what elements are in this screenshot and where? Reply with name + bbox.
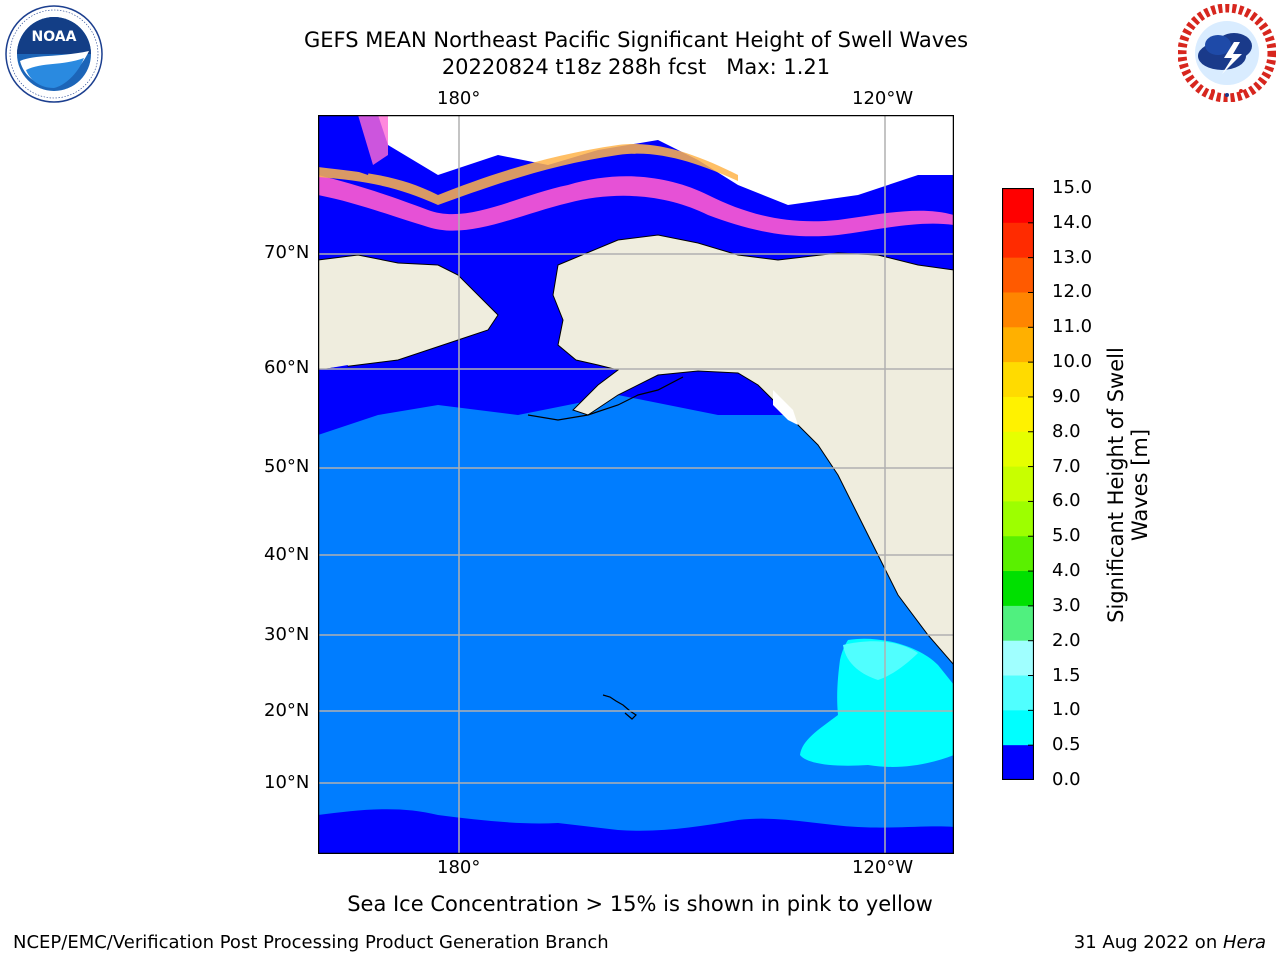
footer-date: 31 Aug 2022 on Hera xyxy=(1074,932,1266,954)
sea-ice-caption: Sea Ice Concentration > 15% is shown in … xyxy=(347,892,933,916)
land-north-america xyxy=(552,234,955,667)
swell-patch-1.0-1.5m xyxy=(800,638,954,767)
colorbar-segment xyxy=(1002,396,1034,433)
colorbar-segment xyxy=(1002,640,1034,677)
colorbar-tick-label: 2.0 xyxy=(1052,629,1081,651)
map-panel xyxy=(317,114,955,855)
svg-text:NOAA: NOAA xyxy=(32,29,77,45)
colorbar-tick-label: 14.0 xyxy=(1052,211,1093,233)
colorbar-tick-label: 1.0 xyxy=(1052,699,1081,721)
colorbar-tick-label: 3.0 xyxy=(1052,594,1081,616)
colorbar-segment xyxy=(1002,675,1034,711)
colorbar-tick-label: 8.0 xyxy=(1052,420,1081,442)
footer-branch: NCEP/EMC/Verification Post Processing Pr… xyxy=(13,932,609,953)
colorbar-tick-label: 6.0 xyxy=(1052,490,1081,512)
colorbar-segment xyxy=(1002,327,1034,363)
lat-label-30n: 30°N xyxy=(264,624,310,645)
colorbar-tick-label: 0.5 xyxy=(1052,734,1081,756)
lat-label-10n: 10°N xyxy=(264,772,310,793)
colorbar-tick-label: 5.0 xyxy=(1052,525,1081,547)
colorbar-segment xyxy=(1002,292,1034,328)
lon-label-bottom-180: 180° xyxy=(437,857,481,878)
colorbar-segment xyxy=(1002,188,1034,224)
chart-title: GEFS MEAN Northeast Pacific Significant … xyxy=(303,28,969,52)
colorbar-tick-label: 0.0 xyxy=(1052,769,1081,790)
colorbar-tick-label: 11.0 xyxy=(1052,316,1093,338)
colorbar-tick-label: 4.0 xyxy=(1052,560,1081,582)
low-swell-south xyxy=(318,809,954,854)
colorbar-segment xyxy=(1002,501,1034,537)
colorbar-tick-label: 10.0 xyxy=(1052,351,1093,373)
colorbar-segment xyxy=(1002,362,1034,398)
lon-label-top-120w: 120°W xyxy=(852,88,914,109)
nws-logo xyxy=(1177,3,1277,103)
colorbar-segment xyxy=(1002,571,1034,607)
lat-label-50n: 50°N xyxy=(264,456,310,477)
colorbar-segment xyxy=(1002,257,1034,293)
lon-label-top-180: 180° xyxy=(437,88,481,109)
colorbar-tick-label: 1.5 xyxy=(1052,664,1081,686)
lat-label-40n: 40°N xyxy=(264,544,310,565)
lon-label-bottom-120w: 120°W xyxy=(852,857,914,878)
colorbar-tick-label: 7.0 xyxy=(1052,455,1081,477)
graticule xyxy=(318,115,954,854)
colorbar-tick-label: 9.0 xyxy=(1052,385,1081,407)
lat-label-60n: 60°N xyxy=(264,357,310,378)
colorbar-segment xyxy=(1002,466,1034,502)
chart-subtitle: 20220824 t18z 288h fcst Max: 1.21 xyxy=(441,55,831,79)
colorbar-tick-label: 13.0 xyxy=(1052,246,1093,268)
colorbar-tick-label: 12.0 xyxy=(1052,281,1093,303)
sea-ice-fringe xyxy=(318,175,954,237)
colorbar-segment xyxy=(1002,222,1034,259)
lat-label-70n: 70°N xyxy=(264,242,310,263)
footer-date-text: 31 Aug 2022 on xyxy=(1073,932,1223,953)
lat-label-20n: 20°N xyxy=(264,700,310,721)
colorbar-segment xyxy=(1002,536,1034,572)
colorbar xyxy=(1001,187,1035,781)
land-asia xyxy=(317,254,499,371)
colorbar-segment xyxy=(1002,605,1034,642)
colorbar-segment xyxy=(1002,710,1034,746)
colorbar-tick-label: 15.0 xyxy=(1052,177,1093,198)
hawaii-islands xyxy=(602,694,637,720)
colorbar-label: Significant Height of Swell Waves [m] xyxy=(1104,347,1152,623)
colorbar-segment xyxy=(1002,431,1034,468)
colorbar-segment xyxy=(1002,745,1034,781)
noaa-logo: NOAA xyxy=(4,4,104,104)
footer-host: Hera xyxy=(1222,932,1266,953)
